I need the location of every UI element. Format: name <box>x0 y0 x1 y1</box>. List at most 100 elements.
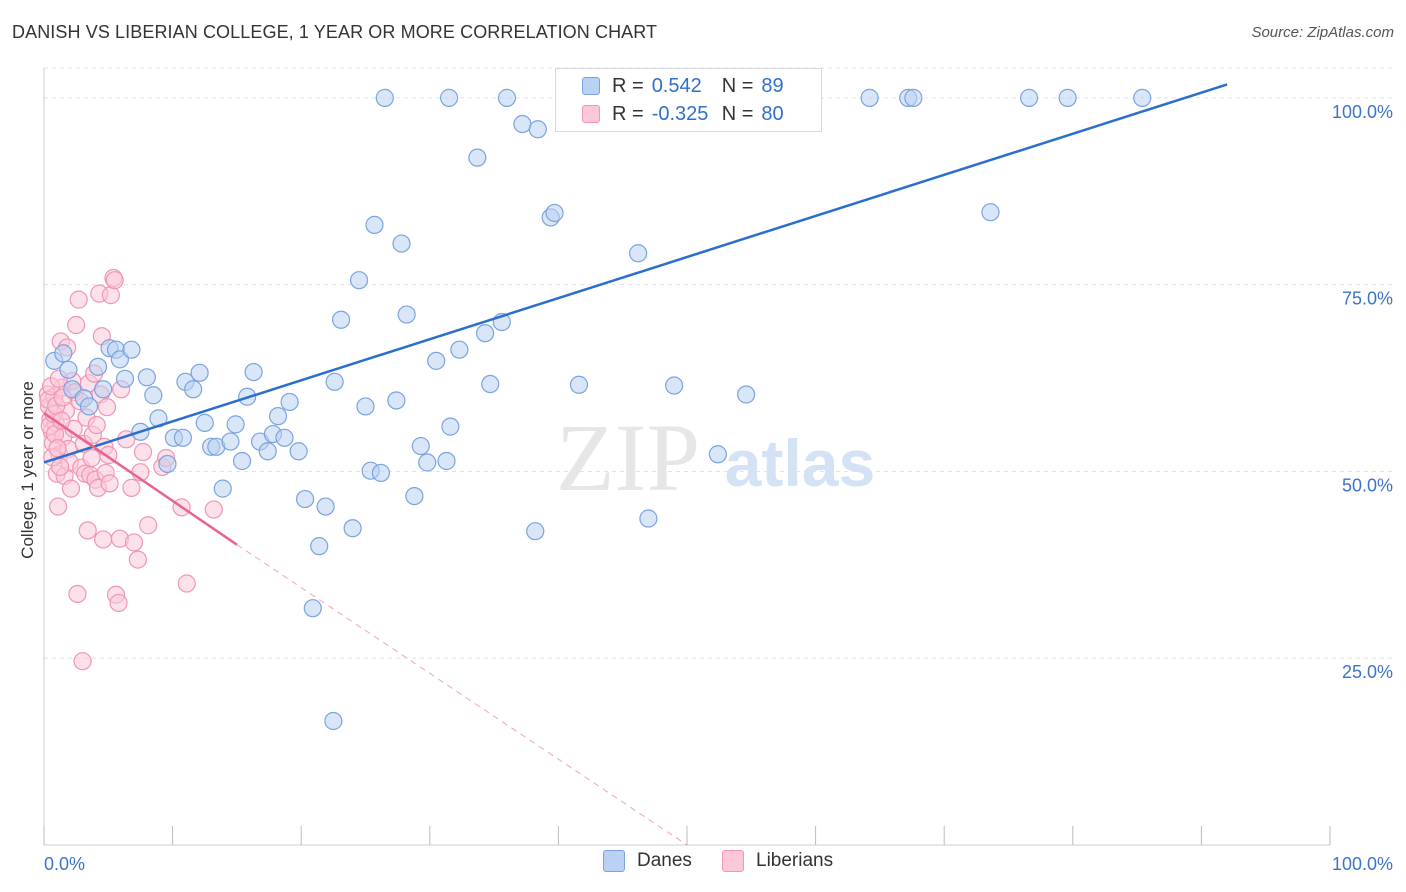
danes-point <box>708 445 727 464</box>
danes-point <box>981 203 1000 222</box>
danes-point <box>110 350 129 369</box>
danes-point <box>88 357 108 376</box>
danes-point <box>397 305 416 324</box>
liberians-point <box>68 584 87 604</box>
danes-swatch-icon <box>582 77 600 95</box>
liberians-point <box>78 521 97 540</box>
liberians-points <box>38 268 223 671</box>
legend-row-liberians: R = -0.325 N = 80 <box>582 101 784 127</box>
danes-point <box>94 380 113 399</box>
gridlines <box>44 67 1393 659</box>
liberians-point <box>105 271 124 290</box>
liberians-point <box>133 442 153 462</box>
danes-point <box>54 344 73 363</box>
liberians-point <box>204 500 223 519</box>
danes-point <box>441 417 460 436</box>
y-tick-label: 50.0% <box>1342 475 1393 495</box>
danes-point <box>904 88 923 107</box>
liberians-legend-label: Liberians <box>756 850 834 871</box>
danes-point <box>387 391 406 410</box>
danes-point <box>268 407 288 426</box>
danes-point <box>213 479 232 498</box>
danes-point <box>375 88 394 107</box>
danes-point <box>405 486 424 506</box>
danes-point <box>190 363 209 382</box>
danes-point <box>371 463 391 483</box>
danes-point <box>526 522 545 541</box>
chart-title: DANISH VS LIBERIAN COLLEGE, 1 YEAR OR MO… <box>12 22 658 42</box>
liberians-trend-line <box>43 412 238 546</box>
legend-item-danes[interactable]: Danes <box>603 850 692 872</box>
danes-point <box>860 88 879 107</box>
danes-point <box>310 537 329 556</box>
danes-point <box>1133 88 1152 107</box>
danes-point <box>411 436 430 456</box>
liberians-point <box>67 315 86 335</box>
danes-point <box>569 375 589 394</box>
x-tick-label-min: 0.0% <box>44 854 85 874</box>
tick-labels: 25.0% 50.0% 75.0% 100.0% 0.0% 100.0% <box>44 102 1393 874</box>
danes-point <box>59 360 78 379</box>
liberians-point <box>128 550 147 569</box>
danes-point <box>289 442 308 461</box>
liberians-point <box>139 516 158 535</box>
liberians-point <box>94 530 113 549</box>
danes-point <box>737 385 756 404</box>
danes-point <box>356 397 375 416</box>
danes-point <box>275 428 294 447</box>
legend-row-danes: R = 0.542 N = 89 <box>582 73 784 99</box>
danes-point <box>392 234 411 253</box>
danes-point <box>427 351 446 370</box>
danes-point <box>295 489 315 509</box>
danes-trend-line <box>43 83 1228 464</box>
danes-point <box>437 451 456 471</box>
liberians-point <box>124 533 144 552</box>
watermark-atlas: atlas <box>725 426 875 500</box>
danes-point <box>232 451 252 471</box>
danes-point <box>545 203 564 223</box>
liberians-point <box>100 474 119 493</box>
liberians-legend-swatch-icon <box>722 850 744 872</box>
danes-legend-label: Danes <box>637 850 692 871</box>
danes-point <box>497 88 517 107</box>
danes-point <box>184 380 203 399</box>
liberians-point <box>109 593 128 613</box>
danes-point <box>115 369 135 388</box>
y-tick-label: 100.0% <box>1332 102 1393 122</box>
danes-point <box>324 711 343 731</box>
danes-point <box>195 413 214 432</box>
danes-point <box>316 497 335 516</box>
danes-point <box>258 442 277 461</box>
danes-point <box>418 453 437 472</box>
danes-point <box>475 324 495 343</box>
danes-point <box>122 340 141 359</box>
y-tick-label: 75.0% <box>1342 289 1393 309</box>
danes-point <box>629 244 648 263</box>
liberians-n-value: 80 <box>761 102 784 125</box>
liberians-point <box>48 439 67 458</box>
liberians-point <box>122 478 141 497</box>
liberians-trend-extension <box>236 544 688 846</box>
liberians-point <box>69 290 88 309</box>
danes-point <box>481 374 500 394</box>
liberians-r-label: R = <box>612 102 644 125</box>
danes-point <box>349 271 369 290</box>
danes-point <box>79 397 99 416</box>
danes-point <box>528 120 547 139</box>
liberians-point <box>49 497 68 516</box>
danes-point <box>158 454 177 474</box>
danes-point <box>513 114 532 134</box>
danes-point <box>665 376 684 395</box>
liberians-r-value: -0.325 <box>651 102 709 125</box>
liberians-n-label: N = <box>721 102 754 125</box>
danes-legend-swatch-icon <box>603 850 625 872</box>
danes-point <box>1058 88 1077 107</box>
legend-item-liberians[interactable]: Liberians <box>722 850 833 872</box>
liberians-point <box>87 416 106 435</box>
trend-lines <box>43 83 1228 846</box>
danes-point <box>226 415 245 434</box>
danes-point <box>221 432 240 451</box>
stats-legend: R = 0.542 N = 89 R = -0.325 N = 80 <box>555 68 822 132</box>
danes-point <box>244 362 263 382</box>
